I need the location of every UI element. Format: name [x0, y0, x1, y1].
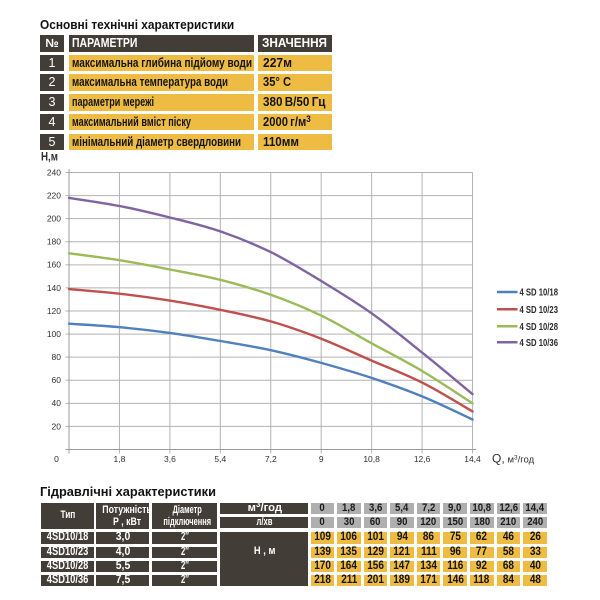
svg-text:60: 60	[52, 375, 62, 385]
svg-text:100: 100	[47, 329, 61, 339]
svg-text:200: 200	[47, 214, 61, 224]
svg-text:80: 80	[52, 352, 62, 362]
svg-text:7,2: 7,2	[265, 454, 277, 464]
svg-text:20: 20	[52, 421, 62, 431]
svg-text:9: 9	[319, 454, 324, 464]
svg-text:120: 120	[47, 306, 61, 316]
svg-text:4 SD 10/28: 4 SD 10/28	[520, 322, 559, 333]
svg-text:240: 240	[47, 167, 61, 177]
svg-text:160: 160	[47, 260, 61, 270]
svg-text:4 SD 10/36: 4 SD 10/36	[520, 338, 559, 349]
svg-text:40: 40	[52, 398, 62, 408]
svg-text:0: 0	[54, 454, 59, 464]
svg-text:5,4: 5,4	[214, 454, 226, 464]
svg-text:220: 220	[47, 191, 61, 201]
svg-text:1,8: 1,8	[113, 454, 125, 464]
svg-text:4 SD 10/23: 4 SD 10/23	[520, 305, 559, 316]
svg-text:3,6: 3,6	[164, 454, 176, 464]
svg-text:12,6: 12,6	[414, 454, 431, 464]
svg-text:140: 140	[47, 283, 61, 293]
svg-text:10,8: 10,8	[363, 454, 380, 464]
svg-text:14,4: 14,4	[464, 454, 481, 464]
svg-text:м3/год: м3/год	[508, 455, 535, 466]
svg-text:Q,: Q,	[492, 452, 505, 466]
svg-text:4 SD 10/18: 4 SD 10/18	[520, 288, 559, 299]
svg-text:180: 180	[47, 237, 61, 247]
svg-text:Н,м: Н,м	[41, 152, 58, 164]
